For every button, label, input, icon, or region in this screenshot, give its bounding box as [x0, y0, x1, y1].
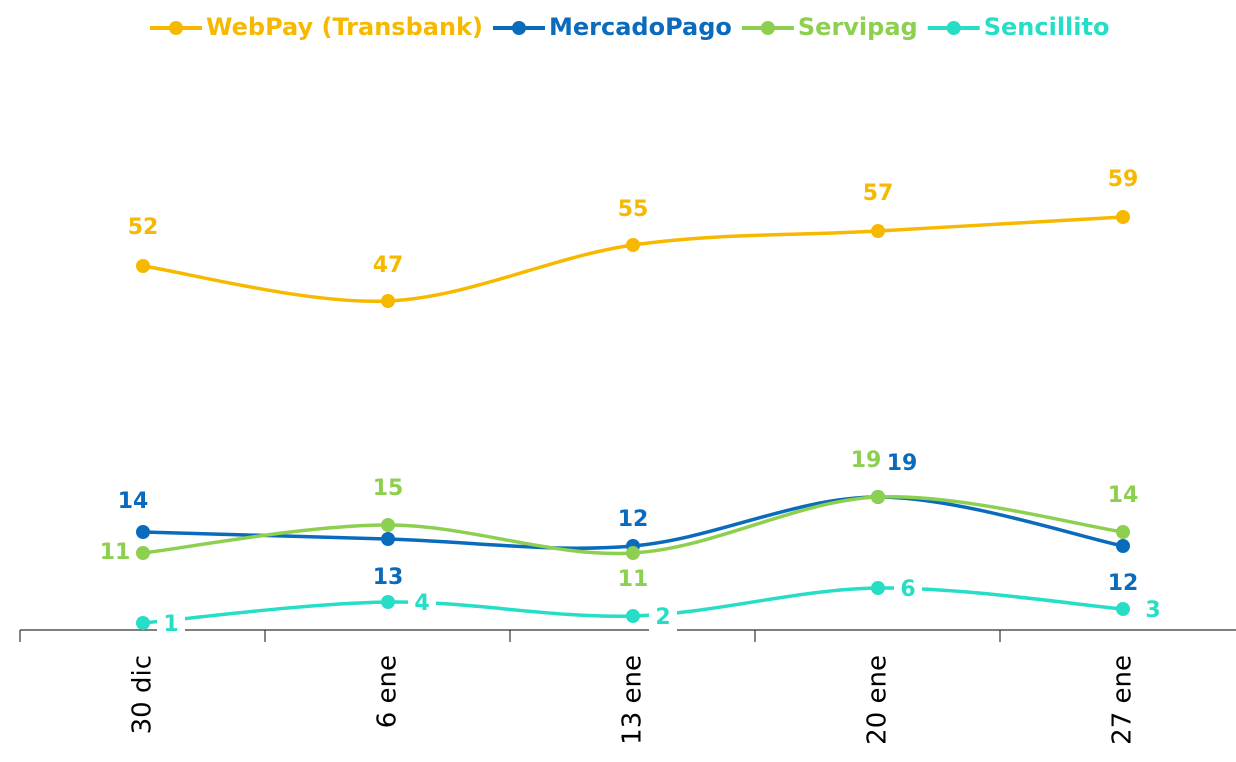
legend-item: Sencillito: [927, 13, 1110, 41]
legend-label: MercadoPago: [549, 13, 732, 41]
data-label: 13: [373, 565, 404, 590]
data-label: 19: [851, 448, 882, 473]
x-tick-label: 20 ene: [863, 655, 893, 745]
point: [136, 525, 150, 539]
point: [626, 546, 640, 560]
data-label: 19: [887, 451, 918, 476]
legend-dot: [511, 21, 526, 35]
data-label: 47: [373, 253, 404, 278]
data-label: 11: [100, 540, 131, 565]
legend-dot: [946, 21, 961, 35]
legend-dot: [169, 21, 183, 35]
data-label: 6: [900, 577, 915, 602]
data-label: 52: [128, 215, 159, 240]
data-label: 11: [618, 567, 649, 592]
data-label: 2: [655, 605, 670, 630]
point: [381, 294, 395, 308]
data-label: 57: [863, 181, 894, 206]
label-bg: [894, 576, 922, 604]
point: [136, 546, 150, 560]
point: [136, 616, 150, 630]
data-label: 59: [1108, 167, 1139, 192]
x-tick-label: 30 dic: [128, 655, 158, 734]
point: [381, 518, 395, 532]
legend-item: WebPay (Transbank): [150, 13, 483, 41]
point: [871, 581, 885, 595]
label-bg: [157, 611, 185, 639]
legend-label: Sencillito: [984, 13, 1110, 41]
point: [871, 224, 885, 238]
point: [136, 259, 150, 273]
point: [871, 490, 885, 504]
point: [381, 595, 395, 609]
label-bg: [408, 590, 436, 618]
legend-dot: [760, 21, 775, 35]
legend-item: MercadoPago: [492, 13, 732, 41]
legend-item: Servipag: [741, 13, 918, 41]
data-label: 4: [414, 591, 429, 616]
point: [626, 609, 640, 623]
point: [1116, 525, 1130, 539]
x-tick-label: 13 ene: [618, 655, 648, 745]
point: [1116, 602, 1130, 616]
point: [381, 532, 395, 546]
x-tick-label: 27 ene: [1108, 655, 1138, 745]
data-label: 14: [118, 489, 149, 514]
data-label: 3: [1145, 598, 1160, 623]
data-label: 12: [1108, 571, 1139, 596]
data-label: 1: [163, 612, 178, 637]
legend-label: Servipag: [798, 13, 918, 41]
point: [1116, 539, 1130, 553]
point: [626, 238, 640, 252]
x-tick-label: 6 ene: [373, 655, 403, 728]
series-line: [142, 215, 1124, 303]
point: [1116, 210, 1130, 224]
legend-label: WebPay (Transbank): [206, 13, 483, 41]
data-label: 14: [1108, 483, 1139, 508]
data-label: 12: [618, 507, 649, 532]
label-bg: [1139, 597, 1167, 625]
data-label: 15: [373, 476, 404, 501]
data-label: 55: [618, 197, 649, 222]
label-bg: [649, 604, 677, 632]
